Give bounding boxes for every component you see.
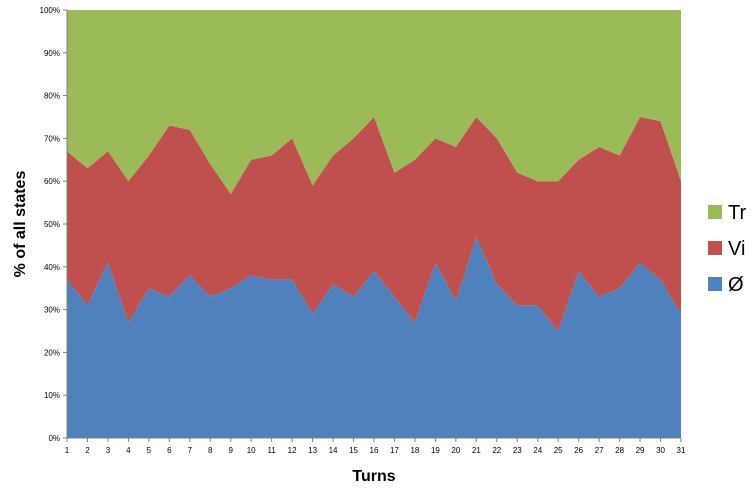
area-series-0 xyxy=(67,236,681,438)
legend-swatch xyxy=(708,277,722,291)
x-tick-label: 11 xyxy=(268,446,277,455)
x-tick-label: 20 xyxy=(451,446,460,455)
x-tick-label: 28 xyxy=(615,446,624,455)
x-tick-label: 9 xyxy=(229,446,234,455)
x-tick-label: 18 xyxy=(410,446,419,455)
x-tick-label: 24 xyxy=(533,446,542,455)
y-tick-label: 90% xyxy=(44,49,60,58)
y-tick-label: 50% xyxy=(44,220,60,229)
legend-label: Vi xyxy=(728,238,745,260)
legend-swatch xyxy=(708,241,722,255)
chart-legend: Tr Vi Ø xyxy=(708,202,746,296)
x-tick-label: 25 xyxy=(554,446,563,455)
x-tick-label: 10 xyxy=(247,446,256,455)
y-axis-ticks: 0% 10% 20% 30% 40% 50% 60% 70% 80% 90% 100% xyxy=(40,6,67,443)
area-series-1 xyxy=(67,117,681,331)
x-tick-label: 21 xyxy=(472,446,481,455)
chart-areas xyxy=(67,10,681,438)
x-tick-label: 1 xyxy=(65,446,70,455)
x-tick-label: 14 xyxy=(329,446,338,455)
y-axis-title: % of all states xyxy=(12,171,29,278)
x-tick-label: 26 xyxy=(574,446,583,455)
y-tick-label: 30% xyxy=(44,306,60,315)
y-tick-label: 0% xyxy=(48,434,60,443)
x-tick-label: 22 xyxy=(492,446,501,455)
legend-swatch xyxy=(708,205,722,219)
x-tick-label: 27 xyxy=(595,446,604,455)
y-tick-label: 10% xyxy=(44,391,60,400)
y-tick-label: 20% xyxy=(44,348,60,357)
y-tick-label: 100% xyxy=(40,6,60,15)
x-tick-label: 15 xyxy=(349,446,358,455)
x-tick-label: 8 xyxy=(208,446,213,455)
y-tick-label: 40% xyxy=(44,263,60,272)
x-tick-label: 3 xyxy=(106,446,111,455)
legend-label: Ø xyxy=(728,274,744,296)
x-tick-label: 31 xyxy=(677,446,686,455)
x-axis-title: Turns xyxy=(352,468,395,485)
y-tick-label: 70% xyxy=(44,134,60,143)
x-tick-label: 29 xyxy=(636,446,645,455)
x-tick-label: 7 xyxy=(188,446,193,455)
x-tick-label: 4 xyxy=(126,446,131,455)
y-tick-label: 60% xyxy=(44,177,60,186)
x-tick-label: 17 xyxy=(390,446,399,455)
x-tick-label: 30 xyxy=(656,446,665,455)
x-tick-label: 13 xyxy=(308,446,317,455)
x-tick-label: 12 xyxy=(288,446,297,455)
x-tick-label: 16 xyxy=(370,446,379,455)
legend-label: Tr xyxy=(728,202,746,224)
y-tick-label: 80% xyxy=(44,92,60,101)
x-tick-label: 19 xyxy=(431,446,440,455)
area-series-2 xyxy=(67,10,681,195)
x-axis-ticks: 1 2 3 4 5 6 7 8 9 10 11 12 13 14 15 16 17 18 19 20 21 22 23 24 2… xyxy=(65,438,686,455)
x-tick-label: 23 xyxy=(513,446,522,455)
x-tick-label: 2 xyxy=(85,446,90,455)
x-tick-label: 6 xyxy=(167,446,172,455)
x-tick-label: 5 xyxy=(147,446,152,455)
